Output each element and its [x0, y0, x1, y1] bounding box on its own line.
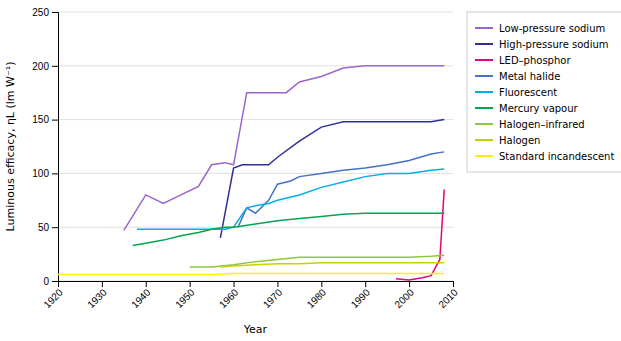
x-tick: 1940	[129, 281, 153, 310]
x-tick-mark	[453, 281, 454, 287]
legend-swatch	[475, 27, 493, 29]
legend-item: Fluorescent	[475, 87, 557, 98]
legend-item: Standard incandescent	[475, 151, 614, 162]
legend-item: High-pressure sodium	[475, 39, 609, 50]
legend-item: Mercury vapour	[475, 103, 579, 114]
y-tick: 0	[43, 276, 58, 287]
legend-swatch	[475, 123, 493, 125]
y-tick-mark	[52, 227, 58, 228]
x-tick-label: 1920	[41, 286, 65, 310]
legend-swatch	[475, 107, 493, 109]
x-tick: 1980	[305, 281, 329, 310]
legend: Low-pressure sodium High-pressure sodium L…	[467, 12, 621, 172]
y-axis: 0 50 100 150 200 250	[32, 7, 58, 287]
series-line	[137, 169, 444, 229]
series-line	[124, 66, 444, 231]
x-axis-line	[59, 282, 454, 288]
y-tick-label: 0	[43, 276, 49, 287]
y-grid-line	[58, 119, 453, 120]
legend-label: Halogen–infrared	[499, 119, 585, 130]
y-axis-line	[52, 13, 59, 282]
legend-frame	[467, 12, 621, 172]
legend-label: Mercury vapour	[499, 103, 579, 114]
legend-label: Metal halide	[499, 71, 560, 82]
x-tick-mark	[146, 281, 147, 287]
y-tick-mark	[52, 66, 58, 67]
plot: 1920193019401950196019701980199020002010…	[32, 7, 460, 310]
y-tick-mark	[52, 281, 58, 282]
legend-swatch	[475, 59, 493, 61]
x-tick-mark	[102, 281, 103, 287]
x-tick-label: 2000	[392, 286, 416, 310]
x-tick-label: 1990	[349, 286, 373, 310]
x-tick-label: 1970	[261, 286, 285, 310]
series-line	[220, 263, 444, 267]
x-tick: 1990	[349, 281, 373, 310]
x-tick: 2000	[392, 281, 416, 310]
legend-swatch	[475, 139, 493, 141]
legend-swatch	[475, 43, 493, 45]
y-tick: 250	[32, 7, 58, 18]
y-tick-mark	[52, 120, 58, 121]
y-grid-line	[58, 227, 453, 228]
legend-label: Standard incandescent	[499, 151, 614, 162]
chart: 1920193019401950196019701980199020002010…	[0, 0, 621, 341]
x-tick-label: 1980	[305, 286, 329, 310]
x-tick-label: 1960	[217, 286, 241, 310]
y-tick-label: 250	[32, 7, 49, 18]
x-tick: 1960	[217, 281, 241, 310]
legend-item: LED–phosphor	[475, 55, 571, 66]
x-tick-mark	[234, 281, 235, 287]
series-line	[190, 255, 445, 267]
y-tick-label: 100	[32, 168, 49, 179]
x-tick-label: 1940	[129, 286, 153, 310]
lines	[58, 66, 444, 280]
legend-item: Metal halide	[475, 71, 560, 82]
legend-label: Low-pressure sodium	[499, 23, 605, 34]
y-tick: 200	[32, 61, 58, 72]
series-line	[58, 273, 444, 274]
x-tick: 2010	[436, 281, 460, 310]
legend-swatch	[475, 155, 493, 157]
y-tick-label: 200	[32, 61, 49, 72]
x-tick-mark	[409, 281, 410, 287]
y-tick: 50	[38, 222, 58, 233]
x-axis: 1920 1930 1940 1950 1960 1970 1980 1990 2000 2010	[41, 281, 460, 310]
legend-label: Fluorescent	[499, 87, 557, 98]
legend-label: LED–phosphor	[499, 55, 571, 66]
legend-label: High-pressure sodium	[499, 39, 609, 50]
x-tick: 1950	[173, 281, 197, 310]
legend-item: Halogen	[475, 135, 540, 146]
x-tick-mark	[321, 281, 322, 287]
x-tick: 1970	[261, 281, 285, 310]
series-line	[220, 120, 444, 238]
y-axis-title: Luminous efficacy, ηL (lm W⁻¹)	[4, 62, 17, 232]
x-tick: 1930	[85, 281, 109, 310]
y-grid-line	[58, 12, 453, 13]
series-line	[396, 190, 444, 280]
x-axis-title: Year	[243, 323, 268, 336]
y-tick-mark	[52, 173, 58, 174]
x-tick-mark	[277, 281, 278, 287]
y-tick: 100	[32, 168, 58, 179]
y-tick: 150	[32, 114, 58, 125]
legend-item: Low-pressure sodium	[475, 23, 605, 34]
y-tick-label: 150	[32, 114, 49, 125]
x-tick-mark	[365, 281, 366, 287]
series-line	[238, 152, 444, 227]
x-tick-label: 2010	[436, 286, 460, 310]
y-tick-label: 50	[38, 222, 50, 233]
legend-swatch	[475, 75, 493, 77]
x-tick-label: 1930	[85, 286, 109, 310]
x-tick-mark	[190, 281, 191, 287]
y-tick-mark	[52, 12, 58, 13]
series-line	[133, 213, 445, 245]
legend-swatch	[475, 91, 493, 93]
x-tick-label: 1950	[173, 286, 197, 310]
grid	[58, 12, 453, 281]
legend-item: Halogen–infrared	[475, 119, 585, 130]
legend-label: Halogen	[499, 135, 540, 146]
